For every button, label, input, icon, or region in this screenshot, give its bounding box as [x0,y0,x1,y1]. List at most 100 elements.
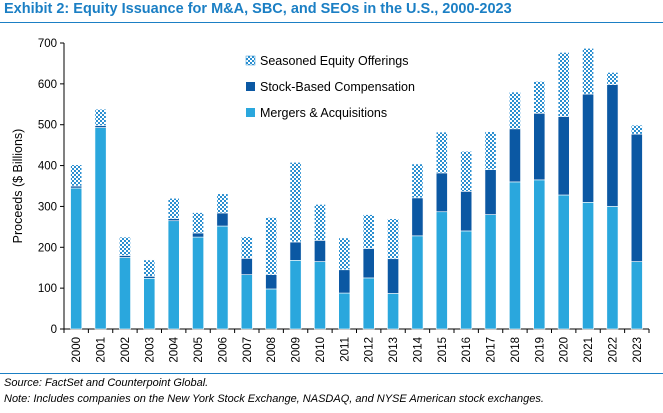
y-tick-label: 200 [38,242,57,254]
y-tick-label: 300 [38,201,57,213]
bar-mergers-and-acquisitions [606,206,619,330]
bar-mergers-and-acquisitions [411,235,424,330]
bar-stock-based-compensation [411,197,424,237]
bar-stock-based-compensation [435,172,448,213]
bar-mergers-and-acquisitions [119,257,131,330]
bar-mergers-and-acquisitions [216,225,229,330]
bar-stock-based-compensation [582,93,594,203]
bar-seasoned-equity-offerings [582,48,594,95]
y-tick-label: 500 [38,120,57,132]
legend-swatch-seasoned-equity-offerings [245,55,256,66]
bar-mergers-and-acquisitions [509,181,521,330]
bar-seasoned-equity-offerings [216,193,229,214]
bar-seasoned-equity-offerings [533,81,546,114]
bar-mergers-and-acquisitions [362,277,375,330]
legend: Seasoned Equity Offerings Stock-Based Com… [245,54,415,120]
legend-label-seasoned-equity-offerings: Seasoned Equity Offerings [260,54,408,68]
x-tick-label: 2017 [486,337,498,363]
bar-seasoned-equity-offerings [606,72,619,85]
bar-stock-based-compensation [70,185,83,189]
bar-stock-based-compensation [557,116,570,196]
bar-seasoned-equity-offerings [630,124,643,135]
x-tick-label: 2003 [144,337,156,363]
bar-mergers-and-acquisitions [630,261,643,330]
bar-stock-based-compensation [314,240,326,262]
chart-title: Exhibit 2: Equity Issuance for M&A, SBC,… [4,1,512,17]
bar-stock-based-compensation [265,274,278,290]
bar-stock-based-compensation [216,212,229,227]
x-tick-label: 2021 [583,337,595,363]
x-tick-label: 2000 [71,337,83,363]
bar-stock-based-compensation [460,191,473,232]
bar-seasoned-equity-offerings [265,217,278,275]
x-tick-label: 2002 [120,337,132,363]
legend-label-mergers-and-acquisitions: Mergers & Acquisitions [260,106,387,120]
bar-stock-based-compensation [240,258,253,275]
bar-stock-based-compensation [509,128,521,183]
title-divider [0,22,663,23]
bar-seasoned-equity-offerings [314,204,326,241]
bar-stock-based-compensation [387,258,399,294]
y-tick-label: 0 [51,324,57,336]
bar-mergers-and-acquisitions [338,292,351,330]
bar-seasoned-equity-offerings [143,259,156,277]
x-tick-label: 2019 [534,337,546,363]
note-footnote: Note: Includes companies on the New York… [4,393,544,405]
bar-mergers-and-acquisitions [94,127,107,330]
bar-seasoned-equity-offerings [387,218,399,260]
x-tick-label: 2004 [169,336,181,362]
bar-stock-based-compensation [289,241,302,261]
bar-stock-based-compensation [484,169,497,215]
source-footnote: Source: FactSet and Counterpoint Global. [4,377,209,389]
bars [70,48,643,330]
x-tick-label: 2018 [510,337,522,363]
bar-seasoned-equity-offerings [484,131,497,170]
x-tick-label: 2013 [388,337,400,363]
x-tick-label: 2001 [96,337,108,363]
x-tick-label: 2005 [193,337,205,363]
x-tick-label: 2006 [217,337,229,363]
bar-seasoned-equity-offerings [411,163,424,199]
bar-seasoned-equity-offerings [119,236,131,256]
bar-seasoned-equity-offerings [289,162,302,243]
x-tick-label: 2020 [559,337,571,363]
bar-mergers-and-acquisitions [289,260,302,330]
bar-mergers-and-acquisitions [314,261,326,330]
x-tick-label: 2011 [339,337,351,362]
y-axis-title: Proceeds ($ Billions) [11,129,25,244]
footnote-divider [0,373,663,374]
bar-stock-based-compensation [606,84,619,207]
y-tick-label: 400 [38,161,57,173]
bar-stock-based-compensation [338,269,351,294]
x-tick-label: 2007 [242,337,254,363]
bar-seasoned-equity-offerings [240,236,253,259]
x-tick-label: 2015 [437,337,449,363]
x-tick-label: 2008 [266,337,278,363]
bar-stock-based-compensation [167,218,180,222]
bar-stock-based-compensation [94,125,107,128]
bar-seasoned-equity-offerings [435,131,448,174]
bar-mergers-and-acquisitions [192,236,204,330]
x-tick-label: 2010 [315,337,327,363]
bar-mergers-and-acquisitions [484,214,497,330]
x-tick-label: 2023 [632,337,644,363]
x-tick-label: 2022 [607,337,619,363]
y-tick-label: 600 [38,79,57,91]
bar-stock-based-compensation [119,255,131,258]
y-tick-label: 100 [38,283,57,295]
bar-mergers-and-acquisitions [143,278,156,330]
bar-stock-based-compensation [192,232,204,238]
bar-seasoned-equity-offerings [338,237,351,271]
bar-seasoned-equity-offerings [460,150,473,192]
bar-seasoned-equity-offerings [192,212,204,234]
bar-stock-based-compensation [143,275,156,279]
axes: 0 100 200 300 400 500 600 700 Proceeds ($ Billio… [11,38,650,363]
legend-swatch-stock-based-compensation [246,82,255,91]
y-tick-label: 700 [38,38,57,50]
bar-mergers-and-acquisitions [557,194,570,330]
bar-seasoned-equity-offerings [362,214,375,249]
bar-seasoned-equity-offerings [509,91,521,130]
bar-seasoned-equity-offerings [167,197,180,219]
bar-mergers-and-acquisitions [533,179,546,330]
